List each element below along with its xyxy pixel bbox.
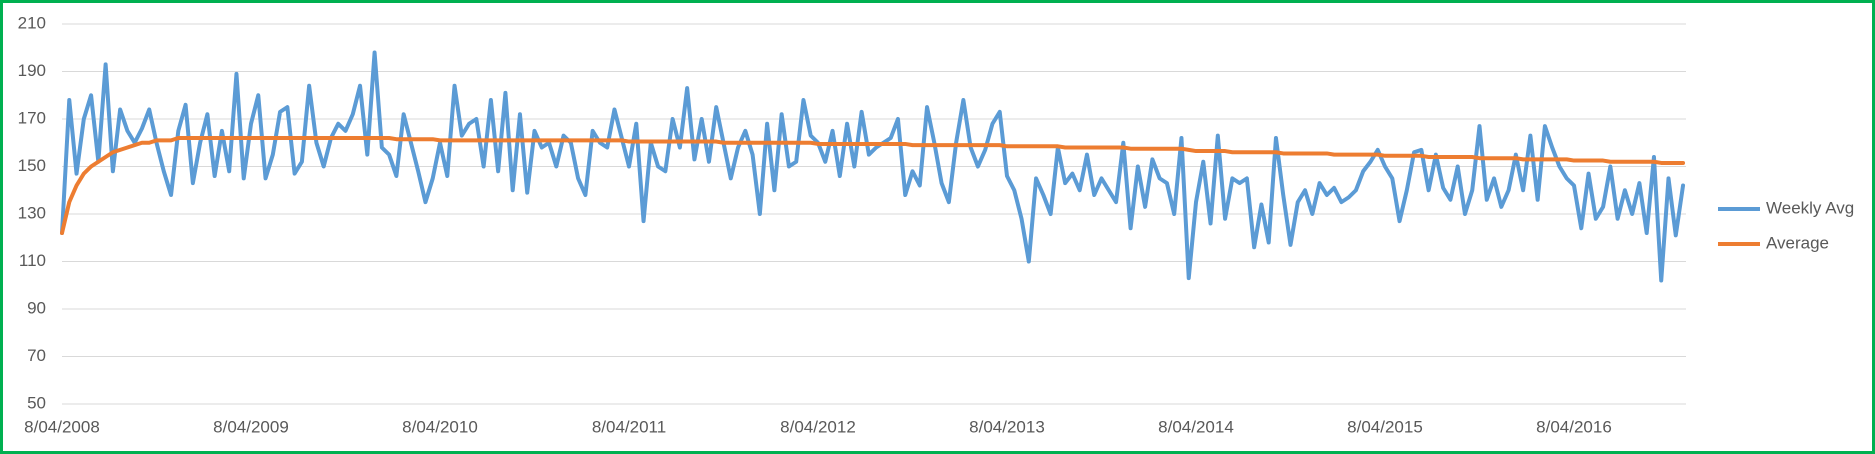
x-tick-label: 8/04/2014	[1158, 417, 1234, 436]
y-tick-label: 50	[27, 393, 46, 412]
y-tick-label: 170	[18, 108, 46, 127]
data-line	[60, 50, 1686, 283]
y-tick-label: 90	[27, 298, 46, 317]
x-tick-label: 8/04/2016	[1536, 417, 1612, 436]
y-tick-label: 130	[18, 203, 46, 222]
y-tick-label: 150	[18, 156, 46, 175]
y-tick-label: 210	[18, 13, 46, 32]
y-tick-label: 190	[18, 61, 46, 80]
x-tick-label: 8/04/2012	[780, 417, 856, 436]
legend-label: Weekly Avg	[1766, 198, 1854, 217]
x-tick-label: 8/04/2015	[1347, 417, 1423, 436]
legend-label: Average	[1766, 233, 1829, 252]
y-tick-label: 70	[27, 346, 46, 365]
x-tick-label: 8/04/2008	[24, 417, 100, 436]
x-tick-label: 8/04/2009	[213, 417, 289, 436]
y-tick-label: 110	[19, 251, 46, 270]
data-line	[60, 136, 1686, 235]
x-tick-label: 8/04/2011	[592, 417, 666, 436]
x-tick-label: 8/04/2013	[969, 417, 1045, 436]
x-tick-label: 8/04/2010	[402, 417, 478, 436]
